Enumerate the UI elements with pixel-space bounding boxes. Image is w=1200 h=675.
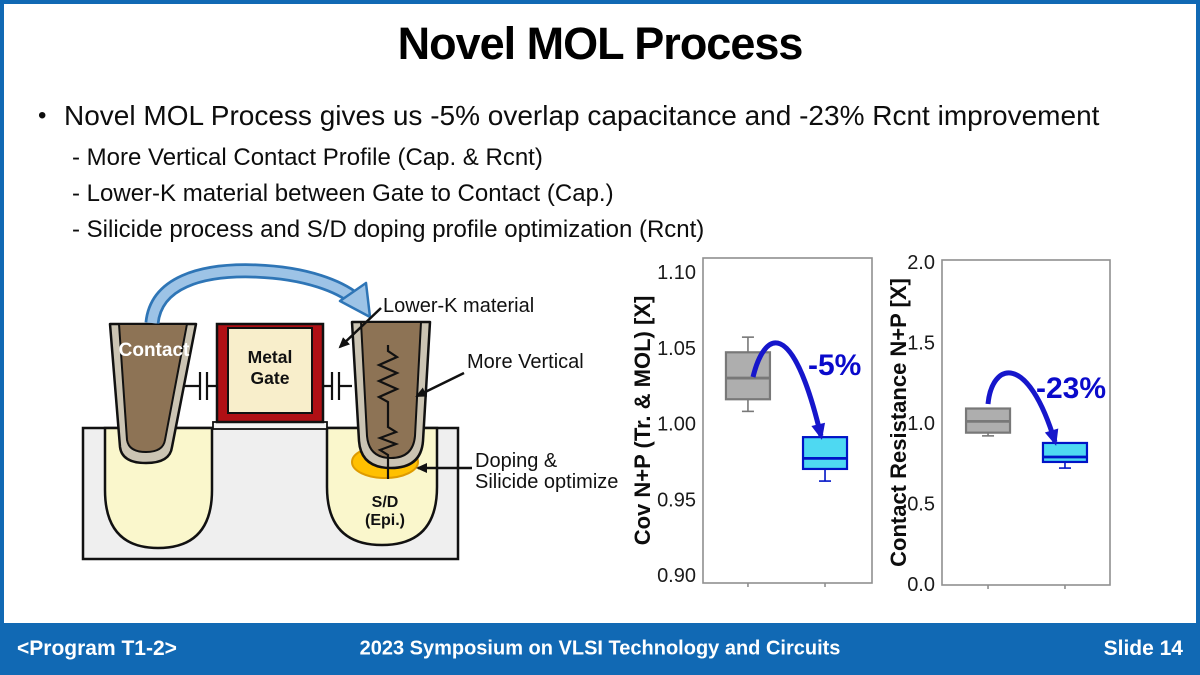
y-tick-label: 0.0 xyxy=(907,574,935,596)
boxplot-series-reference xyxy=(724,336,772,413)
metal-gate-label-2: Gate xyxy=(251,368,290,388)
chart-rcnt-boxplot: 0.0 0.5 1.0 1.5 2.0 -23% Contact Resistance N+… xyxy=(878,252,1123,600)
y-tick-label: 1.10 xyxy=(657,262,696,284)
contact-right-fill xyxy=(360,321,422,459)
slide-title: Novel MOL Process xyxy=(397,18,804,69)
y-tick-label: 0.95 xyxy=(657,489,696,511)
contact-left-fill xyxy=(118,323,188,453)
y-axis-label: Cov N+P (Tr. & MOL) [X] xyxy=(630,296,655,546)
lower-k-label: Lower-K material xyxy=(383,295,534,317)
improvement-label: -23% xyxy=(1036,372,1106,405)
bullet-main: • Novel MOL Process gives us -5% overlap … xyxy=(38,100,1099,132)
y-tick-label: 1.0 xyxy=(907,413,935,435)
more-vertical-label: More Vertical xyxy=(467,351,584,373)
footer-slide-number: Slide 14 xyxy=(1103,637,1183,660)
y-tick-label: 0.5 xyxy=(907,494,935,516)
capacitor-symbol-left xyxy=(183,372,218,400)
capacitor-symbol-right xyxy=(323,372,352,400)
cov-boxplot-svg: 0.90 0.95 1.00 1.05 1.10 -5% Cov N+P (Tr. & MO… xyxy=(630,257,873,587)
y-axis-label: Contact Resistance N+P [X] xyxy=(886,278,911,567)
chart-cov-boxplot: 0.90 0.95 1.00 1.05 1.10 -5% Cov N+P (Tr. & MO… xyxy=(628,252,880,600)
bullet-marker: • xyxy=(38,102,47,129)
process-arrow-head xyxy=(338,281,372,319)
metal-gate-label-1: Metal xyxy=(248,347,293,367)
contact-label: Contact xyxy=(119,340,190,361)
footer-bar: <Program T1-2> 2023 Symposium on VLSI Te… xyxy=(0,623,1200,675)
sub-bullet-1: - More Vertical Contact Profile (Cap. & … xyxy=(72,144,543,171)
y-tick-label: 1.05 xyxy=(657,338,696,360)
footer-conference: 2023 Symposium on VLSI Technology and Ci… xyxy=(359,637,841,660)
doping-label-2: Silicide optimize xyxy=(475,471,618,493)
process-arrow-body xyxy=(147,266,358,324)
boxplot-series-reference xyxy=(964,407,1012,437)
y-tick-label: 1.5 xyxy=(907,333,935,355)
boxplot-series-novel-mol xyxy=(1041,441,1089,469)
lower-k-arrow xyxy=(338,307,382,349)
sd-label-1: S/D xyxy=(372,494,399,511)
y-tick-label: 2.0 xyxy=(907,252,935,274)
doping-label-1: Doping & xyxy=(475,450,558,472)
footer-program: <Program T1-2> xyxy=(17,637,177,660)
resistor-symbol xyxy=(376,345,400,479)
rcnt-boxplot-svg: 0.0 0.5 1.0 1.5 2.0 -23% Contact Resistance N+… xyxy=(886,252,1111,596)
y-tick-label: 1.00 xyxy=(657,414,696,436)
improvement-arrow xyxy=(750,340,826,440)
process-diagram: Contact Metal Gate Lower-K material More… xyxy=(81,263,618,561)
improvement-label: -5% xyxy=(808,349,861,382)
bullet-main-text: Novel MOL Process gives us -5% overlap c… xyxy=(64,100,1100,131)
y-tick-label: 0.90 xyxy=(657,565,696,587)
sub-bullet-2: - Lower-K material between Gate to Conta… xyxy=(72,180,614,207)
improvement-arrow xyxy=(985,370,1059,446)
sd-label-2: (Epi.) xyxy=(365,512,405,529)
metal-gate-inner xyxy=(227,327,313,414)
sub-bullet-3: - Silicide process and S/D doping profil… xyxy=(72,216,705,243)
more-vertical-arrow xyxy=(415,371,465,398)
